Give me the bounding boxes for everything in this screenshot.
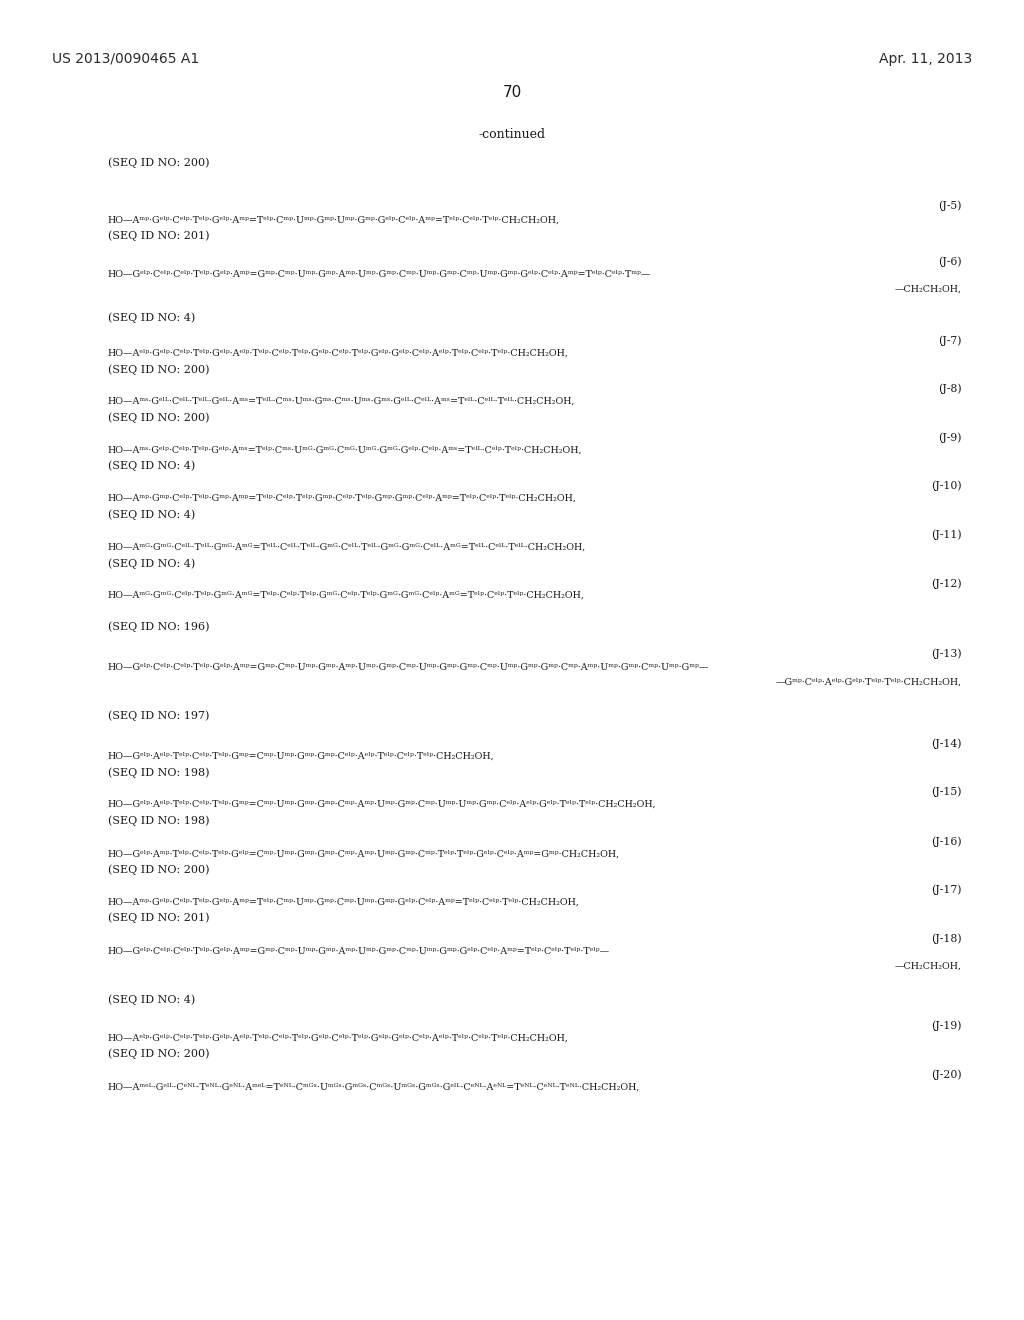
Text: (SEQ ID NO: 4): (SEQ ID NO: 4) xyxy=(108,558,196,569)
Text: HO—Aᵐᴳ·Gᵐᴳ·Cᵉˡᵖ·Tᵉˡᵖ·Gᵐᴳ·Aᵐᴳ=Tᵉˡᵖ·Cᵉˡᵖ·Tᵉˡᵖ·Gᵐᴳ·Cᵉˡᵖ·Tᵉˡᵖ·Gᵐᴳ·Gᵐᴳ·Cᵉˡᵖ·Aᵐᴳ=Tᵉˡᵖ·: HO—Aᵐᴳ·Gᵐᴳ·Cᵉˡᵖ·Tᵉˡᵖ·Gᵐᴳ·Aᵐᴳ=Tᵉˡᵖ·Cᵉˡᵖ·T… xyxy=(108,591,585,601)
Text: US 2013/0090465 A1: US 2013/0090465 A1 xyxy=(52,51,200,66)
Text: (SEQ ID NO: 201): (SEQ ID NO: 201) xyxy=(108,912,210,923)
Text: (SEQ ID NO: 200): (SEQ ID NO: 200) xyxy=(108,412,210,422)
Text: HO—Aᵐᵉᴸ·Gᵉˡᴸ·Cᵉᴺᴸ·Tᵉᴺᴸ·Gᵉᴺᴸ·Aᵐᵉᴸ=Tᵉᴺᴸ·Cᵐᴳˢ·Uᵐᴳˢ·Gᵐᴳˢ·Cᵐᴳˢ·Uᵐᴳˢ·Gᵐᴳˢ·Gᵉˡᴸ·Cᵉᴺᴸ·Aᵉ: HO—Aᵐᵉᴸ·Gᵉˡᴸ·Cᵉᴺᴸ·Tᵉᴺᴸ·Gᵉᴺᴸ·Aᵐᵉᴸ=Tᵉᴺᴸ·Cᵐ… xyxy=(108,1082,640,1092)
Text: HO—Gᵉˡᵖ·Aᵐᵖ·Tᵉˡᵖ·Cᵉˡᵖ·Tᵉˡᵖ·Gᵉˡᵖ=Cᵐᵖ·Uᵐᵖ·Gᵐᵖ·Gᵐᵖ·Cᵐᵖ·Aᵐᵖ·Uᵐᵖ·Gᵐᵖ·Cᵐᵖ·Tᵉˡᵖ·Tᵉˡᵖ·Gᵉ: HO—Gᵉˡᵖ·Aᵐᵖ·Tᵉˡᵖ·Cᵉˡᵖ·Tᵉˡᵖ·Gᵉˡᵖ=Cᵐᵖ·Uᵐᵖ·… xyxy=(108,850,621,859)
Text: HO—Aᵉˡᵖ·Gᵉˡᵖ·Cᵉˡᵖ·Tᵉˡᵖ·Gᵉˡᵖ·Aᵉˡᵖ·Tᵉˡᵖ·Cᵉˡᵖ·Tᵉˡᵖ·Gᵉˡᵖ·Cᵉˡᵖ·Tᵉˡᵖ·Gᵉˡᵖ·Gᵉˡᵖ·Cᵉˡᵖ·Aᵉ: HO—Aᵉˡᵖ·Gᵉˡᵖ·Cᵉˡᵖ·Tᵉˡᵖ·Gᵉˡᵖ·Aᵉˡᵖ·Tᵉˡᵖ·Cᵉ… xyxy=(108,348,569,358)
Text: HO—Gᵉˡᵖ·Cᵉˡᵖ·Cᵉˡᵖ·Tᵉˡᵖ·Gᵉˡᵖ·Aᵐᵖ=Gᵐᵖ·Cᵐᵖ·Uᵐᵖ·Gᵐᵖ·Aᵐᵖ·Uᵐᵖ·Gᵐᵖ·Cᵐᵖ·Uᵐᵖ·Gᵐᵖ·Gᵉˡᵖ·Cᵉˡ: HO—Gᵉˡᵖ·Cᵉˡᵖ·Cᵉˡᵖ·Tᵉˡᵖ·Gᵉˡᵖ·Aᵐᵖ=Gᵐᵖ·Cᵐᵖ·… xyxy=(108,946,610,956)
Text: 70: 70 xyxy=(503,84,521,100)
Text: HO—Aᵉˡᵖ·Gᵉˡᵖ·Cᵉˡᵖ·Tᵉˡᵖ·Gᵉˡᵖ·Aᵉˡᵖ·Tᵉˡᵖ·Cᵉˡᵖ·Tᵉˡᵖ·Gᵉˡᵖ·Cᵉˡᵖ·Tᵉˡᵖ·Gᵉˡᵖ·Gᵉˡᵖ·Cᵉˡᵖ·Aᵉ: HO—Aᵉˡᵖ·Gᵉˡᵖ·Cᵉˡᵖ·Tᵉˡᵖ·Gᵉˡᵖ·Aᵉˡᵖ·Tᵉˡᵖ·Cᵉ… xyxy=(108,1034,569,1043)
Text: —CH₂CH₂OH,: —CH₂CH₂OH, xyxy=(895,285,962,294)
Text: (SEQ ID NO: 200): (SEQ ID NO: 200) xyxy=(108,157,210,168)
Text: (J-19): (J-19) xyxy=(932,1020,962,1031)
Text: HO—Aᵐᵖ·Gᵉˡᵖ·Cᵉˡᵖ·Tᵉˡᵖ·Gᵉˡᵖ·Aᵐᵖ=Tᵉˡᵖ·Cᵐᵖ·Uᵐᵖ·Gᵐᵖ·Uᵐᵖ·Gᵐᵖ·Gᵉˡᵖ·Cᵉˡᵖ·Aᵐᵖ=Tᵉˡᵖ·Cᵉˡᵖ·: HO—Aᵐᵖ·Gᵉˡᵖ·Cᵉˡᵖ·Tᵉˡᵖ·Gᵉˡᵖ·Aᵐᵖ=Tᵉˡᵖ·Cᵐᵖ·… xyxy=(108,216,560,224)
Text: (J-16): (J-16) xyxy=(932,836,962,846)
Text: (SEQ ID NO: 198): (SEQ ID NO: 198) xyxy=(108,814,210,825)
Text: (J-18): (J-18) xyxy=(932,933,962,944)
Text: (SEQ ID NO: 201): (SEQ ID NO: 201) xyxy=(108,230,210,240)
Text: Apr. 11, 2013: Apr. 11, 2013 xyxy=(879,51,972,66)
Text: HO—Aᵐˢ·Gᵉˡᴸ·Cᵉˡᴸ·Tᵉˡᴸ·Gᵉˡᴸ·Aᵐˢ=Tᵉˡᴸ·Cᵐˢ·Uᵐˢ·Gᵐˢ·Cᵐˢ·Uᵐˢ·Gᵐˢ·Gᵉˡᴸ·Cᵉˡᴸ·Aᵐˢ=Tᵉˡᴸ·C: HO—Aᵐˢ·Gᵉˡᴸ·Cᵉˡᴸ·Tᵉˡᴸ·Gᵉˡᴸ·Aᵐˢ=Tᵉˡᴸ·Cᵐˢ·… xyxy=(108,397,575,407)
Text: HO—Aᵐᴳ·Gᵐᴳ·Cᵉˡᴸ·Tᵉˡᴸ·Gᵐᴳ·Aᵐᴳ=Tᵉˡᴸ·Cᵉˡᴸ·Tᵉˡᴸ·Gᵐᴳ·Cᵉˡᴸ·Tᵉˡᴸ·Gᵐᴳ·Gᵐᴳ·Cᵉˡᴸ·Aᵐᴳ=Tᵉˡᴸ·: HO—Aᵐᴳ·Gᵐᴳ·Cᵉˡᴸ·Tᵉˡᴸ·Gᵐᴳ·Aᵐᴳ=Tᵉˡᴸ·Cᵉˡᴸ·T… xyxy=(108,543,587,552)
Text: (J-11): (J-11) xyxy=(932,529,962,540)
Text: —CH₂CH₂OH,: —CH₂CH₂OH, xyxy=(895,962,962,972)
Text: (SEQ ID NO: 200): (SEQ ID NO: 200) xyxy=(108,364,210,375)
Text: (J-14): (J-14) xyxy=(932,738,962,748)
Text: —Gᵐᵖ·Cᵉˡᵖ·Aᵉˡᵖ·Gᵉˡᵖ·Tᵉˡᵖ·Tᵉˡᵖ·CH₂CH₂OH,: —Gᵐᵖ·Cᵉˡᵖ·Aᵉˡᵖ·Gᵉˡᵖ·Tᵉˡᵖ·Tᵉˡᵖ·CH₂CH₂OH, xyxy=(776,678,962,686)
Text: (SEQ ID NO: 4): (SEQ ID NO: 4) xyxy=(108,994,196,1005)
Text: (SEQ ID NO: 198): (SEQ ID NO: 198) xyxy=(108,767,210,777)
Text: (J-10): (J-10) xyxy=(932,480,962,491)
Text: (J-13): (J-13) xyxy=(932,648,962,659)
Text: (J-12): (J-12) xyxy=(932,578,962,589)
Text: HO—Gᵉˡᵖ·Cᵉˡᵖ·Cᵉˡᵖ·Tᵉˡᵖ·Gᵉˡᵖ·Aᵐᵖ=Gᵐᵖ·Cᵐᵖ·Uᵐᵖ·Gᵐᵖ·Aᵐᵖ·Uᵐᵖ·Gᵐᵖ·Cᵐᵖ·Uᵐᵖ·Gᵐᵖ·Cᵐᵖ·Uᵐᵖ·: HO—Gᵉˡᵖ·Cᵉˡᵖ·Cᵉˡᵖ·Tᵉˡᵖ·Gᵉˡᵖ·Aᵐᵖ=Gᵐᵖ·Cᵐᵖ·… xyxy=(108,271,651,279)
Text: HO—Gᵉˡᵖ·Cᵉˡᵖ·Cᵉˡᵖ·Tᵉˡᵖ·Gᵉˡᵖ·Aᵐᵖ=Gᵐᵖ·Cᵐᵖ·Uᵐᵖ·Gᵐᵖ·Aᵐᵖ·Uᵐᵖ·Gᵐᵖ·Cᵐᵖ·Uᵐᵖ·Gᵐᵖ·Gᵐᵖ·Cᵐᵖ·: HO—Gᵉˡᵖ·Cᵉˡᵖ·Cᵉˡᵖ·Tᵉˡᵖ·Gᵉˡᵖ·Aᵐᵖ=Gᵐᵖ·Cᵐᵖ·… xyxy=(108,663,710,672)
Text: (J-8): (J-8) xyxy=(938,383,962,393)
Text: (SEQ ID NO: 196): (SEQ ID NO: 196) xyxy=(108,620,210,631)
Text: (SEQ ID NO: 197): (SEQ ID NO: 197) xyxy=(108,710,209,721)
Text: (J-20): (J-20) xyxy=(932,1069,962,1080)
Text: HO—Gᵉˡᵖ·Aᵉˡᵖ·Tᵉˡᵖ·Cᵉˡᵖ·Tᵉˡᵖ·Gᵐᵖ=Cᵐᵖ·Uᵐᵖ·Gᵐᵖ·Gᵐᵖ·Cᵐᵖ·Aᵐᵖ·Uᵐᵖ·Gᵐᵖ·Cᵐᵖ·Uᵐᵖ·Uᵐᵖ·Gᵐᵖ·: HO—Gᵉˡᵖ·Aᵉˡᵖ·Tᵉˡᵖ·Cᵉˡᵖ·Tᵉˡᵖ·Gᵐᵖ=Cᵐᵖ·Uᵐᵖ·… xyxy=(108,800,656,809)
Text: HO—Aᵐˢ·Gᵉˡᵖ·Cᵉˡᵖ·Tᵉˡᵖ·Gᵉˡᵖ·Aᵐˢ=Tᵉˡᵖ·Cᵐˢ·Uᵐᴳ·Gᵐᴳ·Cᵐᴳ·Uᵐᴳ·Gᵐᴳ·Gᵉˡᵖ·Cᵉˡᵖ·Aᵐˢ=Tᵉˡᴸ·C: HO—Aᵐˢ·Gᵉˡᵖ·Cᵉˡᵖ·Tᵉˡᵖ·Gᵉˡᵖ·Aᵐˢ=Tᵉˡᵖ·Cᵐˢ·… xyxy=(108,446,583,455)
Text: (SEQ ID NO: 200): (SEQ ID NO: 200) xyxy=(108,865,210,875)
Text: (SEQ ID NO: 4): (SEQ ID NO: 4) xyxy=(108,459,196,470)
Text: (J-9): (J-9) xyxy=(939,432,962,442)
Text: (SEQ ID NO: 4): (SEQ ID NO: 4) xyxy=(108,312,196,322)
Text: -continued: -continued xyxy=(478,128,546,141)
Text: (SEQ ID NO: 200): (SEQ ID NO: 200) xyxy=(108,1048,210,1059)
Text: (J-15): (J-15) xyxy=(932,785,962,796)
Text: (J-17): (J-17) xyxy=(932,884,962,895)
Text: (J-6): (J-6) xyxy=(938,256,962,267)
Text: HO—Aᵐᵖ·Gᵉˡᵖ·Cᵉˡᵖ·Tᵉˡᵖ·Gᵉˡᵖ·Aᵐᵖ=Tᵉˡᵖ·Cᵐᵖ·Uᵐᵖ·Gᵐᵖ·Cᵐᵖ·Uᵐᵖ·Gᵐᵖ·Gᵉˡᵖ·Cᵉˡᵖ·Aᵐᵖ=Tᵉˡᵖ·C: HO—Aᵐᵖ·Gᵉˡᵖ·Cᵉˡᵖ·Tᵉˡᵖ·Gᵉˡᵖ·Aᵐᵖ=Tᵉˡᵖ·Cᵐᵖ·… xyxy=(108,898,580,907)
Text: (J-7): (J-7) xyxy=(939,335,962,346)
Text: HO—Gᵉˡᵖ·Aᵉˡᵖ·Tᵉˡᵖ·Cᵉˡᵖ·Tᵉˡᵖ·Gᵐᵖ=Cᵐᵖ·Uᵐᵖ·Gᵐᵖ·Gᵐᵖ·Cᵉˡᵖ·Aᵉˡᵖ·Tᵉˡᵖ·Cᵉˡᵖ·Tᵉˡᵖ·CH₂CH₂O: HO—Gᵉˡᵖ·Aᵉˡᵖ·Tᵉˡᵖ·Cᵉˡᵖ·Tᵉˡᵖ·Gᵐᵖ=Cᵐᵖ·Uᵐᵖ·… xyxy=(108,752,495,762)
Text: (SEQ ID NO: 4): (SEQ ID NO: 4) xyxy=(108,510,196,520)
Text: (J-5): (J-5) xyxy=(939,201,962,211)
Text: HO—Aᵐᵖ·Gᵐᵖ·Cᵉˡᵖ·Tᵉˡᵖ·Gᵐᵖ·Aᵐᵖ=Tᵉˡᵖ·Cᵉˡᵖ·Tᵉˡᵖ·Gᵐᵖ·Cᵉˡᵖ·Tᵉˡᵖ·Gᵐᵖ·Gᵐᵖ·Cᵉˡᵖ·Aᵐᵖ=Tᵉˡᵖ·: HO—Aᵐᵖ·Gᵐᵖ·Cᵉˡᵖ·Tᵉˡᵖ·Gᵐᵖ·Aᵐᵖ=Tᵉˡᵖ·Cᵉˡᵖ·T… xyxy=(108,494,577,503)
